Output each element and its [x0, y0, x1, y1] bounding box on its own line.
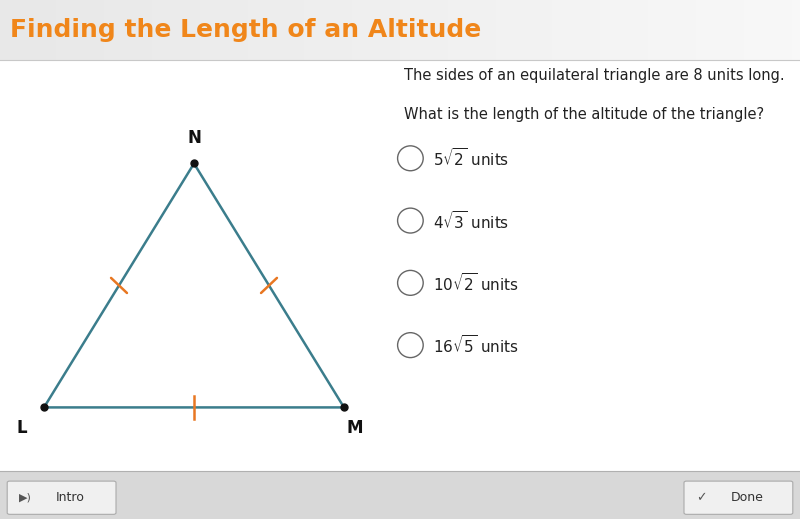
Text: What is the length of the altitude of the triangle?: What is the length of the altitude of th… — [404, 107, 764, 122]
Text: Done: Done — [730, 491, 763, 504]
Text: ▶): ▶) — [19, 493, 32, 503]
Text: Intro: Intro — [55, 491, 84, 504]
FancyBboxPatch shape — [7, 481, 116, 514]
Text: The sides of an equilateral triangle are 8 units long.: The sides of an equilateral triangle are… — [404, 68, 785, 83]
FancyBboxPatch shape — [684, 481, 793, 514]
Text: N: N — [187, 129, 201, 146]
Text: $4\sqrt{3}$ units: $4\sqrt{3}$ units — [433, 210, 509, 231]
Text: L: L — [16, 419, 27, 437]
Text: $10\sqrt{2}$ units: $10\sqrt{2}$ units — [433, 272, 518, 294]
Text: ✓: ✓ — [696, 491, 706, 504]
Text: $5\sqrt{2}$ units: $5\sqrt{2}$ units — [433, 147, 509, 169]
Text: $16\sqrt{5}$ units: $16\sqrt{5}$ units — [433, 334, 518, 356]
Text: Finding the Length of an Altitude: Finding the Length of an Altitude — [10, 18, 481, 42]
Text: M: M — [346, 419, 362, 437]
FancyBboxPatch shape — [0, 471, 800, 519]
